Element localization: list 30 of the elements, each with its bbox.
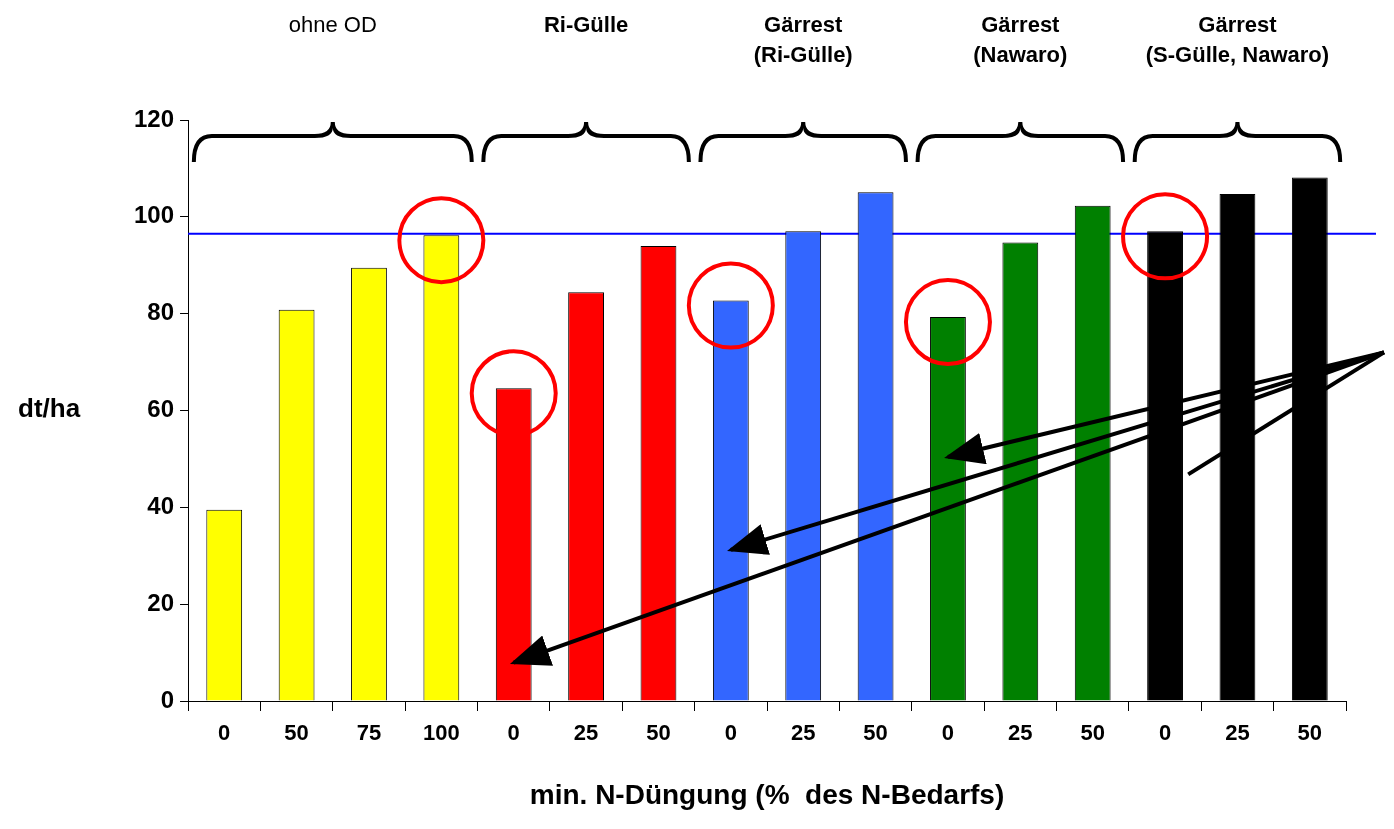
x-tick-label: 50 bbox=[284, 720, 309, 746]
x-tick-label: 25 bbox=[1225, 720, 1250, 746]
x-tick-label: 25 bbox=[573, 720, 599, 746]
text: Gärrest (S-Gülle, Nawaro) bbox=[1144, 11, 1331, 69]
y-tick-label: 20 bbox=[147, 588, 175, 616]
text: Gärrest (Ri-Gülle) bbox=[752, 11, 854, 69]
text: Gärrest (Nawaro) bbox=[972, 11, 1069, 69]
y-tick-label: 60 bbox=[147, 395, 175, 423]
y-tick-label: 80 bbox=[147, 298, 175, 326]
x-tick-label: 75 bbox=[356, 720, 382, 746]
y-tick-label: 40 bbox=[147, 491, 175, 519]
x-tick-label: 25 bbox=[790, 720, 816, 746]
x-tick-label: 0 bbox=[1158, 720, 1172, 746]
x-tick-label: 0 bbox=[724, 720, 737, 746]
x-tick-label: 0 bbox=[218, 720, 231, 746]
x-tick-label: 50 bbox=[646, 720, 671, 746]
x-tick-label: 0 bbox=[507, 720, 520, 746]
text: ohne OD bbox=[287, 11, 378, 39]
x-tick-label: 50 bbox=[863, 720, 888, 746]
text: Ri-Gülle bbox=[542, 11, 630, 39]
x-axis-title: min. N-Düngung (% des N-Bedarfs) bbox=[529, 778, 1005, 810]
x-tick-label: 50 bbox=[1080, 720, 1105, 746]
y-tick-label: 100 bbox=[134, 201, 175, 229]
x-tick-label: 0 bbox=[941, 720, 955, 746]
x-tick-label: 100 bbox=[422, 720, 460, 746]
y-axis-title: dt/ha bbox=[18, 392, 81, 424]
x-tick-label: 50 bbox=[1297, 720, 1323, 746]
y-tick-label: 0 bbox=[160, 685, 175, 713]
x-tick-label: 25 bbox=[1008, 720, 1033, 746]
y-tick-label: 120 bbox=[134, 104, 175, 132]
